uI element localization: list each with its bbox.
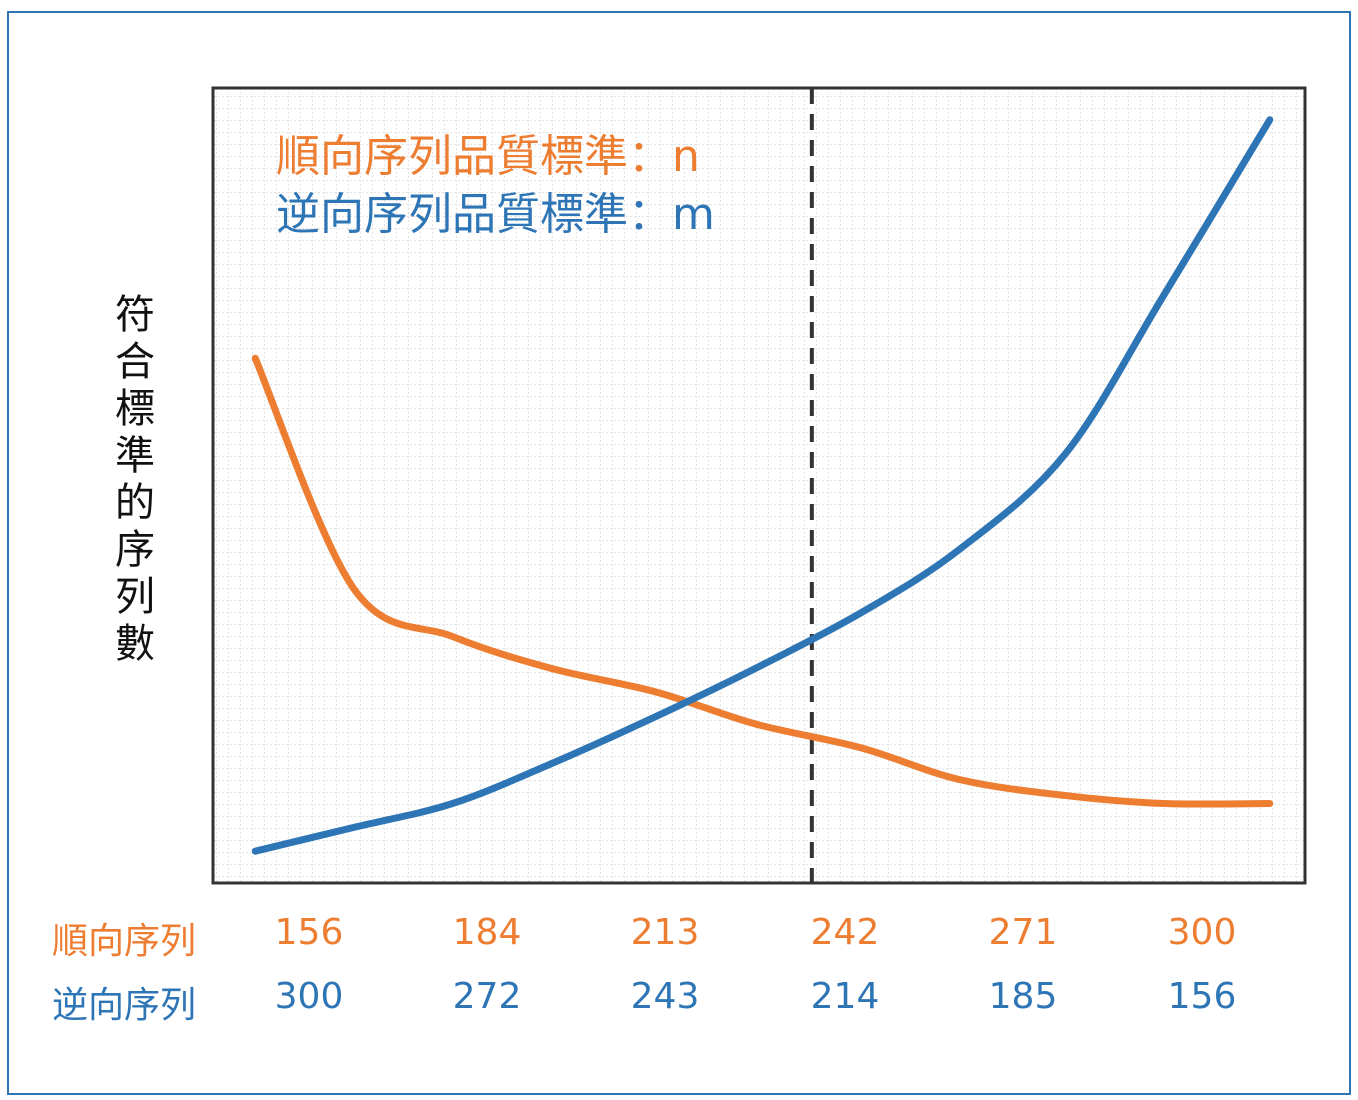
y-axis-label-char: 序 <box>115 527 155 573</box>
legend-reverse: 逆向序列品質標準：m <box>276 189 715 240</box>
reverse-tick-label: 300 <box>274 976 344 1017</box>
reverse-tick-label: 156 <box>1167 976 1237 1017</box>
y-axis-label-char: 準 <box>115 433 155 479</box>
reverse-tick-label: 185 <box>988 976 1058 1017</box>
y-axis-label-char: 列 <box>115 574 155 620</box>
y-axis-label-char: 符 <box>115 292 155 338</box>
y-axis-label-char: 合 <box>115 339 155 385</box>
x-row-label-reverse: 逆向序列 <box>52 985 197 1026</box>
y-axis-label: 符合標準的序列數 <box>110 292 160 668</box>
figure-frame <box>7 11 1351 1095</box>
reverse-tick-label: 272 <box>452 976 522 1017</box>
forward-tick-label: 156 <box>274 912 344 953</box>
forward-tick-label: 184 <box>452 912 522 953</box>
reverse-tick-label: 214 <box>810 976 880 1017</box>
forward-tick-label: 242 <box>810 912 880 953</box>
forward-tick-label: 271 <box>988 912 1058 953</box>
y-axis-label-char: 的 <box>115 480 155 526</box>
reverse-quality-curve <box>251 116 1274 855</box>
forward-quality-curve <box>251 354 1274 808</box>
y-axis-label-char: 數 <box>115 621 155 667</box>
legend-forward: 順向序列品質標準：n <box>276 131 700 182</box>
y-axis-label-char: 標 <box>115 386 155 432</box>
plot-grid <box>213 88 1305 883</box>
x-row-label-forward: 順向序列 <box>52 921 197 962</box>
forward-tick-label: 300 <box>1167 912 1237 953</box>
plot-border <box>211 86 1307 885</box>
reverse-tick-label: 243 <box>630 976 700 1017</box>
forward-tick-label: 213 <box>630 912 700 953</box>
